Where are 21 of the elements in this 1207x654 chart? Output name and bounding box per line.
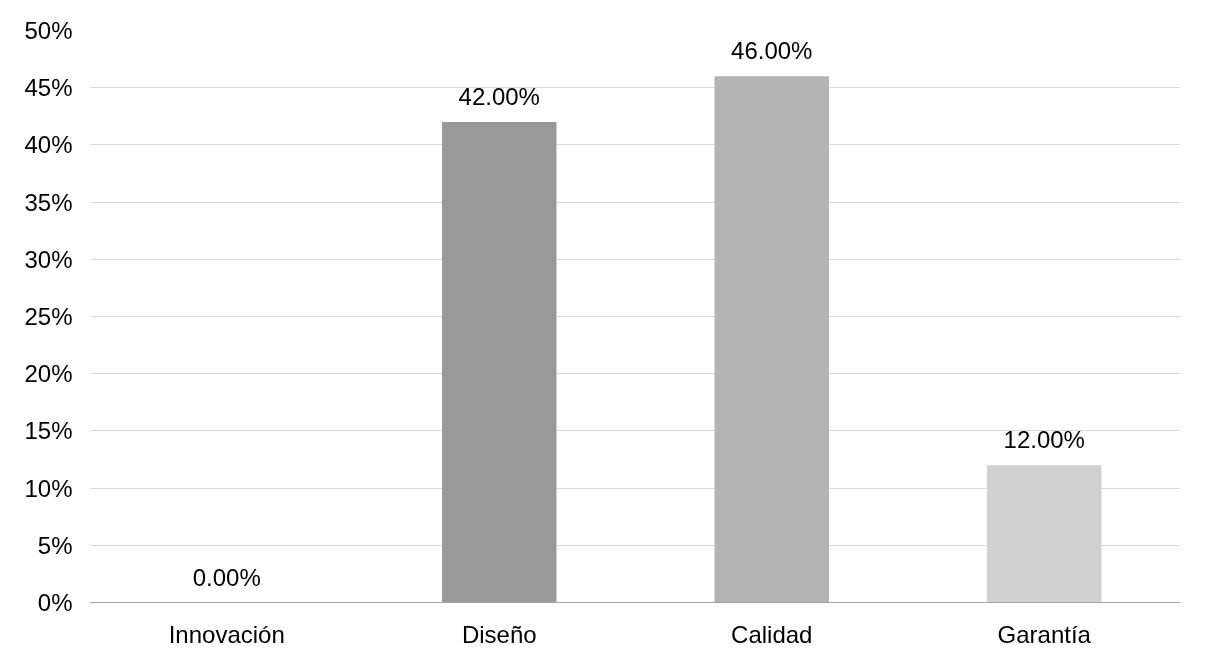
y-tick-label: 15% <box>24 417 73 445</box>
bar <box>714 76 829 603</box>
y-tick-label: 35% <box>24 188 73 216</box>
data-label: 12.00% <box>1003 426 1085 454</box>
x-tick-label: Calidad <box>731 620 813 648</box>
y-tick-label: 10% <box>24 474 73 502</box>
x-tick-label: Diseño <box>461 620 537 648</box>
bar <box>442 122 557 603</box>
y-tick-label: 50% <box>24 17 73 44</box>
y-tick-label: 5% <box>37 531 73 559</box>
data-label: 46.00% <box>731 37 813 65</box>
x-tick-label: Innovación <box>168 620 285 648</box>
y-tick-label: 20% <box>24 360 73 388</box>
data-label: 0.00% <box>192 563 261 591</box>
y-tick-label: 30% <box>24 245 73 273</box>
y-tick-label: 25% <box>24 303 73 330</box>
y-tick-label: 0% <box>37 589 73 616</box>
y-tick-label: 45% <box>24 74 73 102</box>
y-tick-label: 40% <box>24 131 73 159</box>
data-label: 42.00% <box>458 83 540 111</box>
x-tick-label: Garantía <box>997 620 1092 648</box>
